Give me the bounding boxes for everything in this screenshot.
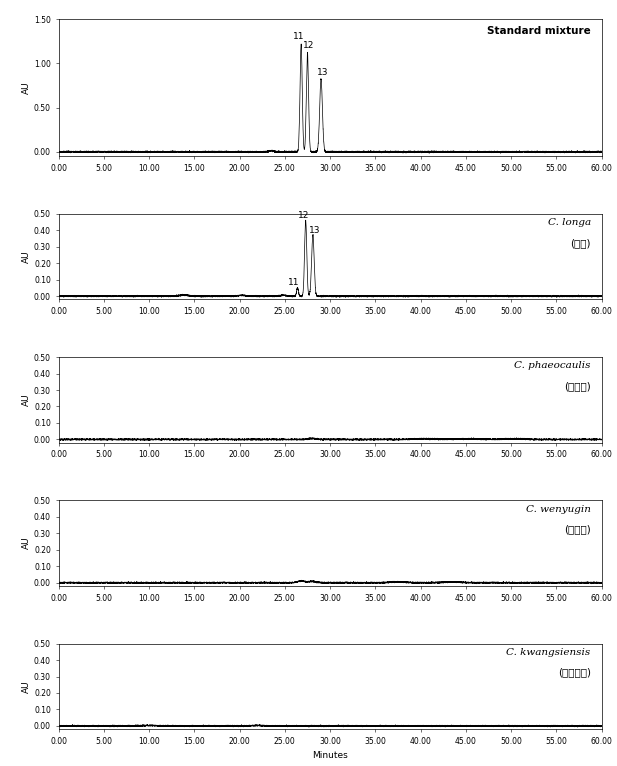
Text: C. wenyugin: C. wenyugin xyxy=(526,505,590,513)
Text: 13: 13 xyxy=(317,67,328,77)
Text: 12: 12 xyxy=(298,211,310,220)
Y-axis label: AU: AU xyxy=(22,680,31,692)
Text: 11: 11 xyxy=(293,32,305,41)
X-axis label: Minutes: Minutes xyxy=(312,751,348,761)
Text: (봉아출): (봉아출) xyxy=(564,381,590,391)
Text: (광서아출): (광서아출) xyxy=(558,667,590,678)
Text: Standard mixture: Standard mixture xyxy=(487,26,590,36)
Y-axis label: AU: AU xyxy=(22,394,31,406)
Text: C. kwangsiensis: C. kwangsiensis xyxy=(507,648,590,656)
Y-axis label: AU: AU xyxy=(22,81,31,94)
Text: C. phaeocaulis: C. phaeocaulis xyxy=(514,362,590,370)
Text: (강황): (강황) xyxy=(570,237,590,247)
Text: 11: 11 xyxy=(288,279,300,287)
Y-axis label: AU: AU xyxy=(22,537,31,549)
Text: C. longa: C. longa xyxy=(548,218,590,227)
Y-axis label: AU: AU xyxy=(22,250,31,263)
Text: (온울금): (온울금) xyxy=(564,524,590,535)
Text: 12: 12 xyxy=(302,41,314,50)
Text: 13: 13 xyxy=(308,226,320,234)
